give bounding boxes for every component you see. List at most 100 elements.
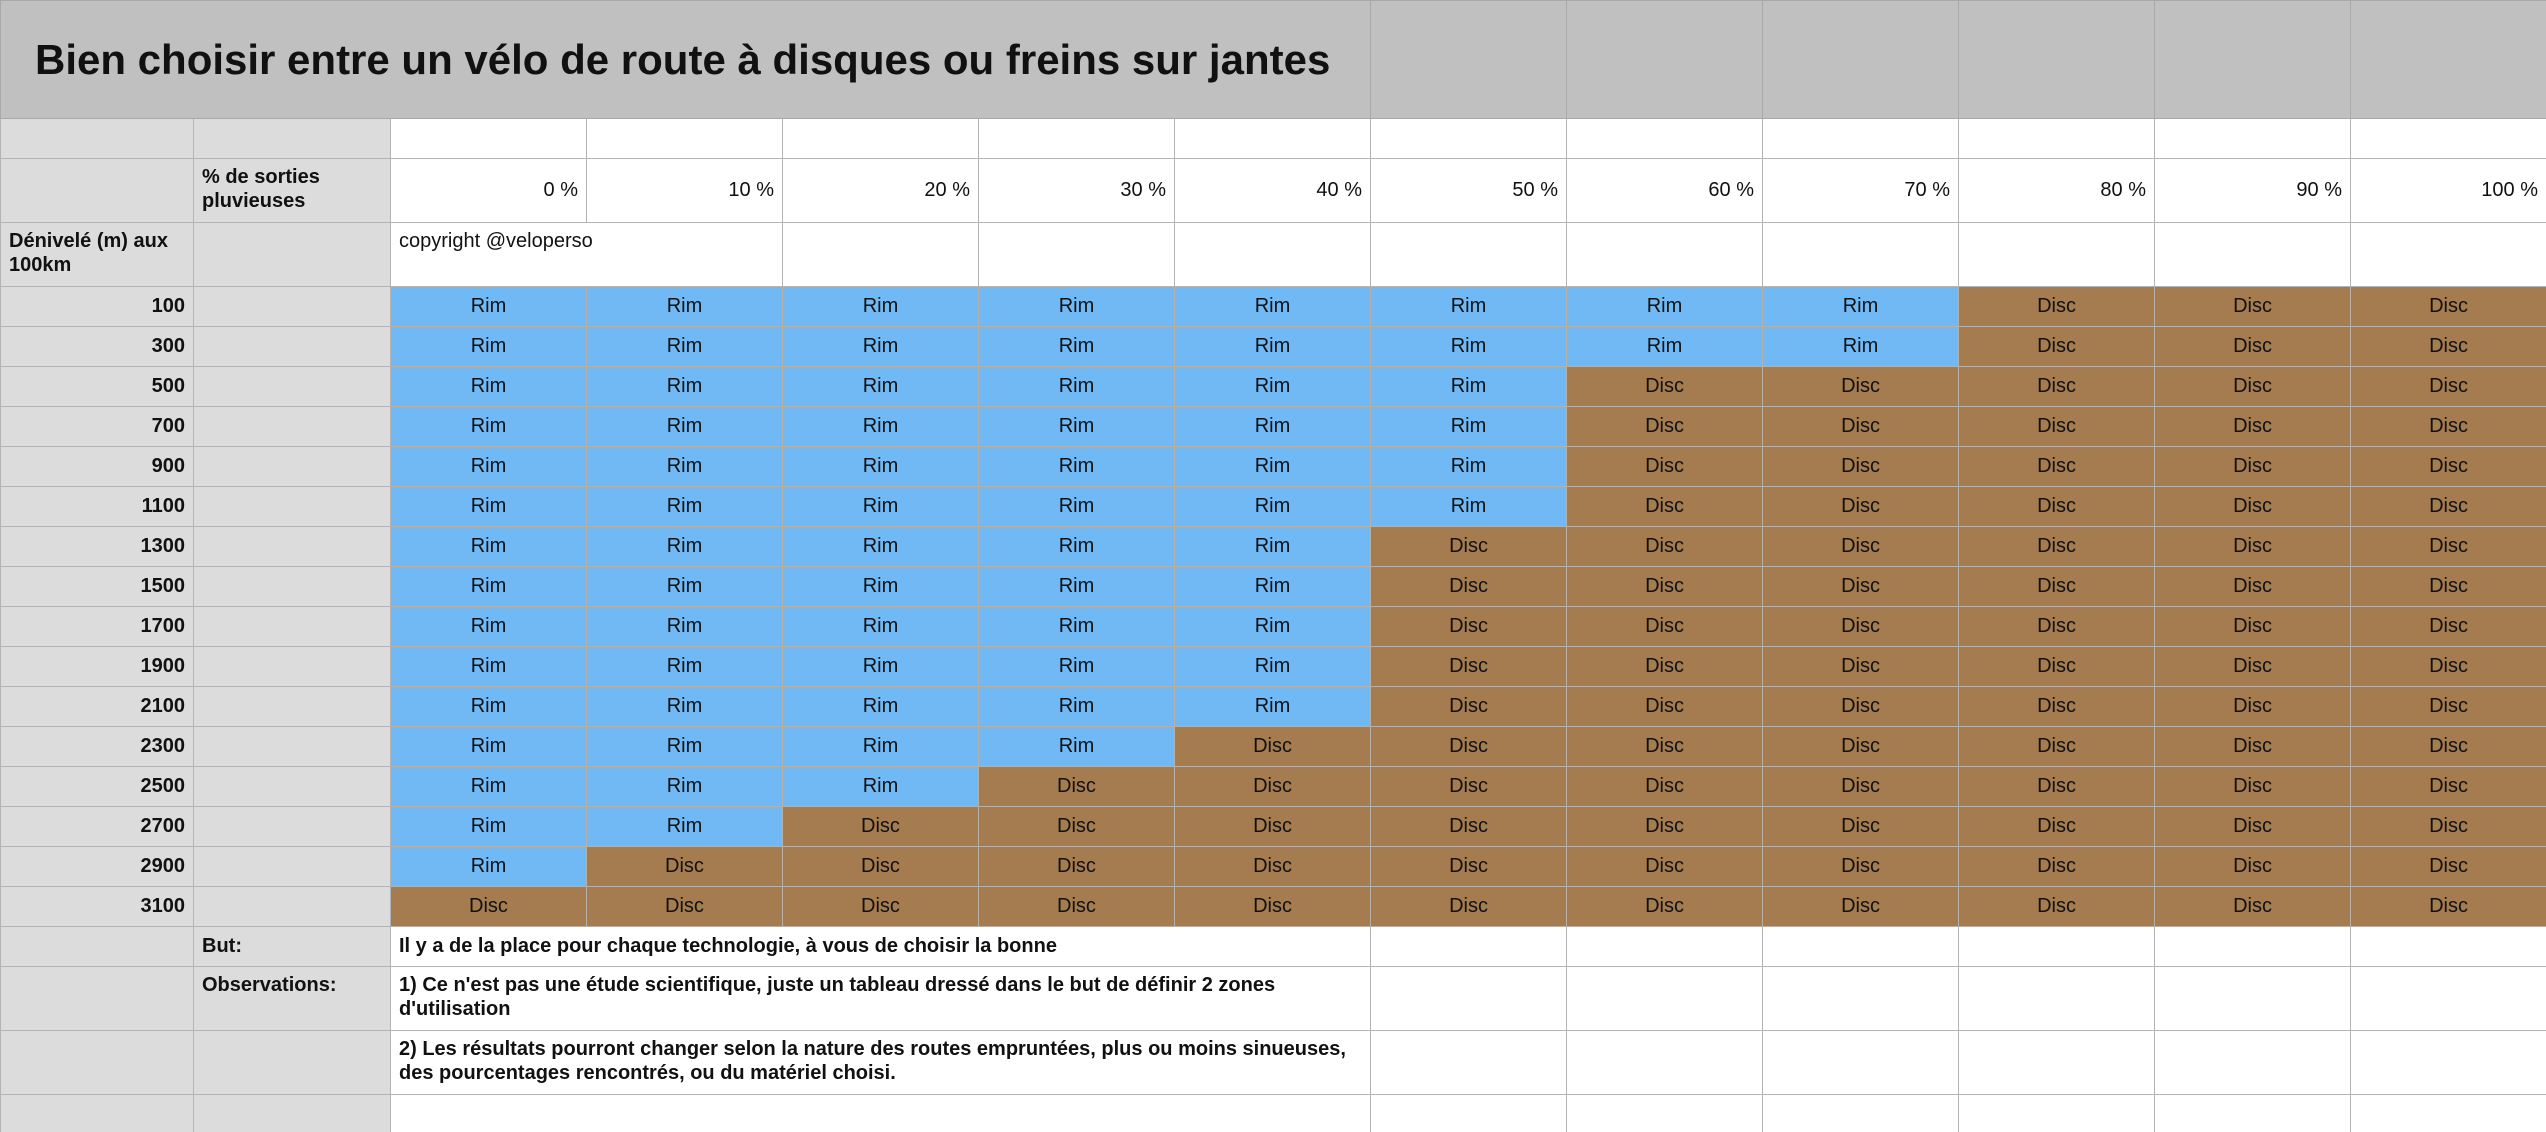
- brake-cell: Rim: [586, 726, 783, 767]
- brake-cell: Rim: [978, 406, 1175, 447]
- cell: [193, 806, 391, 847]
- cell: [0, 926, 194, 967]
- brake-cell: Rim: [1370, 446, 1568, 487]
- brake-cell: Disc: [2154, 286, 2352, 327]
- brake-cell: Disc: [2350, 566, 2546, 607]
- elevation: 2500: [0, 766, 194, 807]
- cell: [1370, 0, 1568, 119]
- goal-label: But:: [193, 926, 391, 967]
- brake-cell: Disc: [2154, 886, 2352, 927]
- cell: [978, 222, 1175, 287]
- percentage-header: 30 %: [978, 158, 1175, 223]
- brake-cell: Disc: [1958, 326, 2156, 367]
- brake-cell: Disc: [1762, 406, 1960, 447]
- elevation: 2300: [0, 726, 194, 767]
- brake-cell: Disc: [1762, 766, 1960, 807]
- brake-cell: Rim: [390, 326, 587, 367]
- cell: [1370, 966, 1568, 1031]
- brake-cell: Rim: [390, 446, 587, 487]
- brake-cell: Rim: [782, 686, 979, 727]
- cell: [193, 326, 391, 367]
- brake-cell: Disc: [1762, 566, 1960, 607]
- brake-cell: Rim: [1173, 606, 1372, 647]
- brake-cell: Rim: [586, 286, 783, 327]
- cell: [193, 646, 391, 687]
- cell: [2154, 1030, 2352, 1095]
- cell: [193, 566, 391, 607]
- cell: [1370, 118, 1568, 159]
- brake-cell: Disc: [2350, 406, 2546, 447]
- percentage-header: 70 %: [1762, 158, 1960, 223]
- brake-cell: Rim: [586, 446, 783, 487]
- cell: [2350, 926, 2546, 967]
- brake-cell: Disc: [1958, 686, 2156, 727]
- cell: [1958, 222, 2156, 287]
- brake-cell: Rim: [782, 566, 979, 607]
- brake-cell: Rim: [586, 766, 783, 807]
- brake-cell: Rim: [782, 766, 979, 807]
- elevation: 1700: [0, 606, 194, 647]
- cell: [2350, 222, 2546, 287]
- brake-cell: Disc: [1958, 726, 2156, 767]
- brake-cell: Rim: [586, 326, 783, 367]
- cell: [193, 1094, 391, 1132]
- brake-cell: Rim: [390, 566, 587, 607]
- brake-cell: Disc: [1762, 486, 1960, 527]
- cell: [1762, 1030, 1960, 1095]
- brake-cell: Disc: [978, 886, 1175, 927]
- brake-cell: Rim: [782, 286, 979, 327]
- cell: [1566, 926, 1764, 967]
- brake-cell: Disc: [1566, 686, 1764, 727]
- brake-cell: Rim: [782, 726, 979, 767]
- brake-cell: Disc: [2350, 526, 2546, 567]
- row: Observations: 1) Ce n'est pas une étude s…: [0, 966, 2546, 1031]
- percentage-header: 90 %: [2154, 158, 2352, 223]
- brake-cell: Rim: [978, 446, 1175, 487]
- brake-cell: Disc: [2350, 806, 2546, 847]
- elevation: 2100: [0, 686, 194, 727]
- cell: [782, 118, 979, 159]
- brake-cell: Rim: [1762, 286, 1960, 327]
- brake-cell: Rim: [586, 486, 783, 527]
- brake-cell: Disc: [2350, 646, 2546, 687]
- row: 1500 Rim Rim Rim Rim Rim Disc Disc Disc Disc Disc D…: [0, 566, 2546, 607]
- brake-cell: Disc: [1370, 566, 1568, 607]
- brake-cell: Disc: [2350, 726, 2546, 767]
- column-header: % de sorties pluvieuses: [193, 158, 391, 223]
- brake-cell: Rim: [978, 726, 1175, 767]
- brake-cell: Disc: [2154, 686, 2352, 727]
- cell: [1762, 222, 1960, 287]
- cell: [193, 446, 391, 487]
- brake-cell: Rim: [390, 286, 587, 327]
- cell: [1370, 222, 1568, 287]
- brake-cell: Disc: [1566, 606, 1764, 647]
- cell: [1566, 118, 1764, 159]
- cell: [0, 1030, 194, 1095]
- brake-cell: Disc: [390, 886, 587, 927]
- brake-cell: Disc: [1566, 886, 1764, 927]
- cell: [193, 1030, 391, 1095]
- brake-cell: Rim: [390, 726, 587, 767]
- brake-cell: Disc: [1173, 766, 1372, 807]
- brake-cell: Rim: [390, 486, 587, 527]
- cell: [2154, 926, 2352, 967]
- elevation: 3100: [0, 886, 194, 927]
- brake-cell: Rim: [1370, 486, 1568, 527]
- cell: [1762, 966, 1960, 1031]
- row: 2100 Rim Rim Rim Rim Rim Disc Disc Disc Disc Disc D…: [0, 686, 2546, 727]
- brake-cell: Disc: [2154, 806, 2352, 847]
- brake-cell: Disc: [782, 886, 979, 927]
- cell: [1370, 926, 1568, 967]
- goal-text: Il y a de la place pour chaque technolog…: [389, 926, 1372, 967]
- brake-cell: Disc: [1370, 686, 1568, 727]
- brake-cell: Rim: [586, 806, 783, 847]
- cell: [1566, 222, 1764, 287]
- cell: [193, 686, 391, 727]
- cell: [1958, 1030, 2156, 1095]
- brake-cell: Rim: [978, 646, 1175, 687]
- cell: [193, 526, 391, 567]
- cell: [586, 118, 783, 159]
- brake-cell: Rim: [390, 646, 587, 687]
- brake-cell: Rim: [586, 646, 783, 687]
